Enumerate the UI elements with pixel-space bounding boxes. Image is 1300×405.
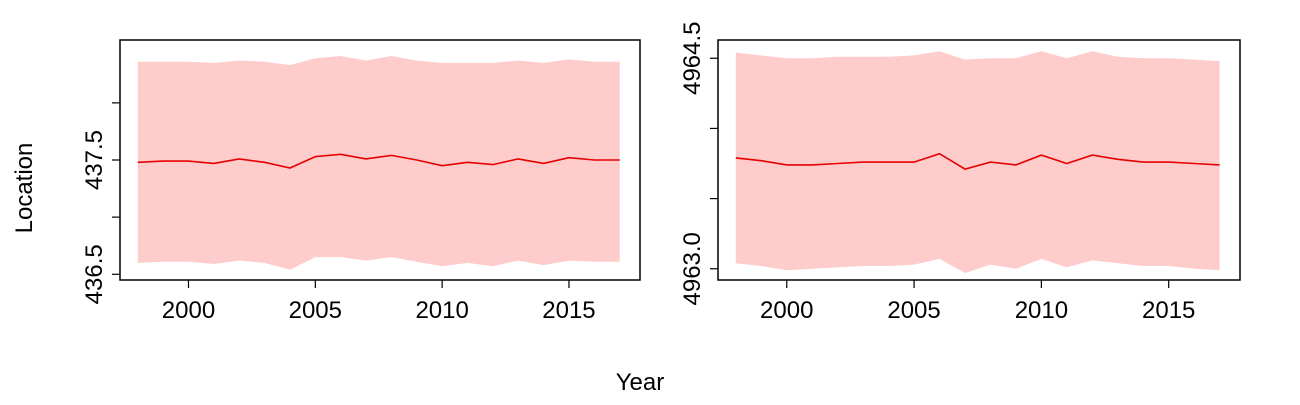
series-line xyxy=(137,153,620,169)
x-tick-label: 2000 xyxy=(760,297,813,324)
x-tick-label: 2015 xyxy=(1142,297,1195,324)
x-tick-label: 2010 xyxy=(1015,297,1068,324)
x-tick-label: 2005 xyxy=(887,297,940,324)
y-tick-label: 4963.0 xyxy=(679,232,706,305)
y-axis-title: Location xyxy=(11,143,38,234)
series-line xyxy=(735,152,1220,170)
confidence-band xyxy=(137,56,620,270)
y-tick-label: 436.5 xyxy=(81,244,108,304)
panel-right: 2000 2005 2010 2015 4963.0 4964.5 xyxy=(679,21,1241,324)
x-tick-label: 2015 xyxy=(542,297,595,324)
y-tick-label: 437.5 xyxy=(81,130,108,190)
x-axis-title: Year xyxy=(616,369,665,396)
x-tick-label: 2005 xyxy=(289,297,342,324)
x-tick-label: 2000 xyxy=(162,297,215,324)
y-tick-label: 4964.5 xyxy=(679,21,706,94)
panel-left: 2000 2005 2010 2015 436.5 437.5 xyxy=(81,39,641,324)
x-tick-label: 2010 xyxy=(415,297,468,324)
confidence-band xyxy=(735,51,1220,274)
plot-frame xyxy=(717,39,1241,281)
